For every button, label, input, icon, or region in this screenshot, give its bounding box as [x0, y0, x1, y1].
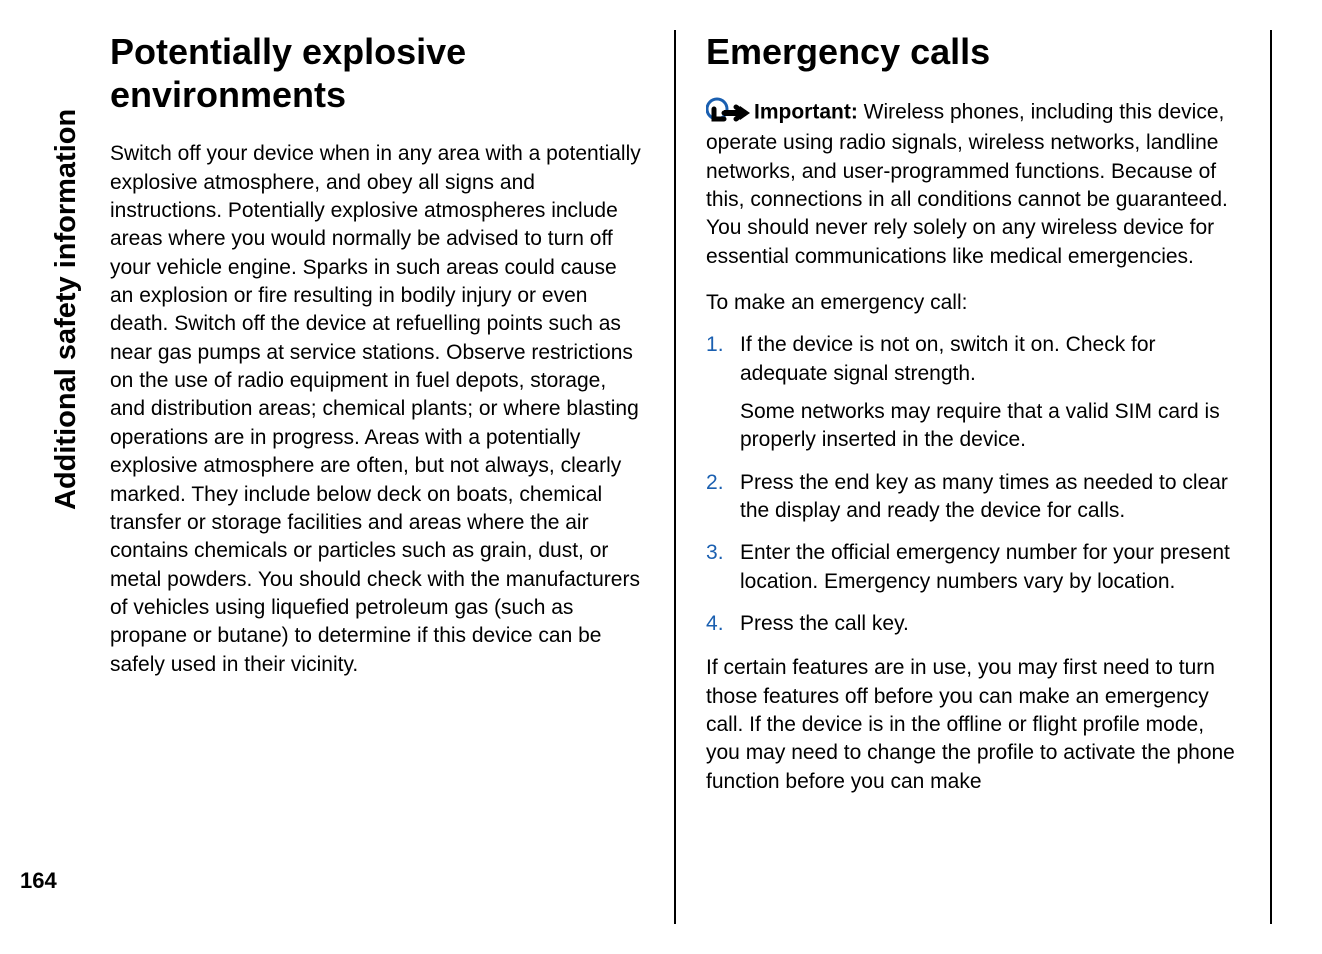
step-text: Enter the official emergency number for …	[740, 541, 1230, 592]
step-item: Press the call key.	[706, 610, 1240, 638]
step-text: If the device is not on, switch it on. C…	[740, 333, 1156, 384]
steps-lead-text: To make an emergency call:	[706, 289, 1240, 317]
step-subtext: Some networks may require that a valid S…	[740, 398, 1240, 455]
right-column: Emergency calls Important: Wireless phon…	[676, 30, 1272, 924]
document-page: Additional safety information 164 Potent…	[0, 0, 1322, 954]
step-text: Press the call key.	[740, 612, 909, 635]
left-heading: Potentially explosive environments	[110, 30, 644, 116]
left-column: Potentially explosive environments Switc…	[80, 30, 676, 924]
content-area: Potentially explosive environments Switc…	[80, 30, 1272, 924]
important-label: Important:	[754, 101, 858, 124]
closing-text: If certain features are in use, you may …	[706, 654, 1240, 796]
side-margin: Additional safety information 164	[0, 30, 80, 924]
important-body-text: Wireless phones, including this device, …	[706, 101, 1228, 268]
step-item: Enter the official emergency number for …	[706, 539, 1240, 596]
page-number: 164	[20, 868, 57, 894]
important-arrow-icon	[706, 97, 750, 129]
important-callout: Important: Wireless phones, including th…	[706, 97, 1240, 271]
step-text: Press the end key as many times as neede…	[740, 471, 1228, 522]
steps-list: If the device is not on, switch it on. C…	[706, 331, 1240, 638]
important-paragraph: Important: Wireless phones, including th…	[706, 97, 1240, 271]
right-heading: Emergency calls	[706, 30, 1240, 73]
step-item: If the device is not on, switch it on. C…	[706, 331, 1240, 454]
step-item: Press the end key as many times as neede…	[706, 469, 1240, 526]
section-label: Additional safety information	[50, 109, 83, 510]
left-body-text: Switch off your device when in any area …	[110, 140, 644, 679]
